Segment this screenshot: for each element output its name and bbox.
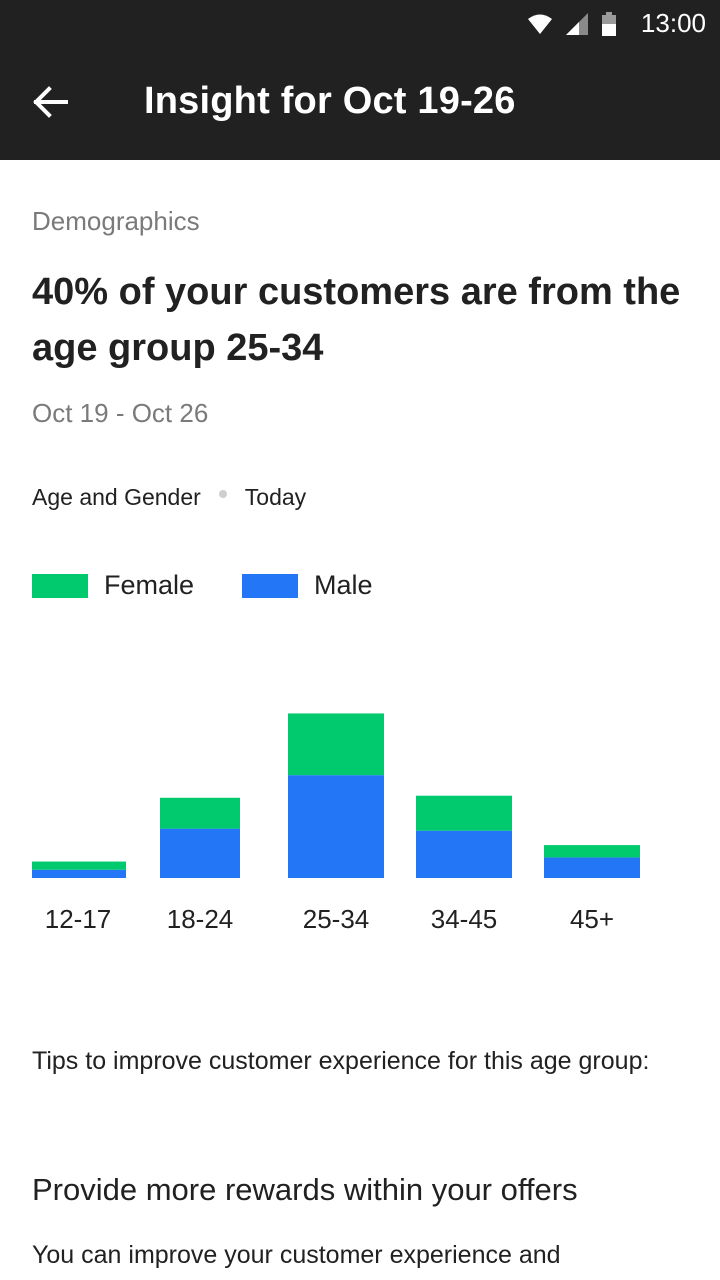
signal-icon xyxy=(566,13,588,35)
bar-female-34-45 xyxy=(416,795,512,831)
bar-male-34-45 xyxy=(416,830,512,878)
bar-male-12-17 xyxy=(32,869,126,878)
x-tick-label: 34-45 xyxy=(431,904,498,934)
date-range: Oct 19 - Oct 26 xyxy=(32,398,209,428)
tip-body: You can improve your customer experience… xyxy=(32,1241,561,1269)
x-tick-label: 25-34 xyxy=(303,904,370,934)
bar-male-25-34 xyxy=(288,775,384,878)
arrow-left-icon xyxy=(32,85,68,123)
separator-dot xyxy=(218,489,227,498)
tips-intro: Tips to improve customer experience for … xyxy=(32,1047,650,1075)
bar-female-25-34 xyxy=(288,713,384,776)
status-time: 13:00 xyxy=(640,8,706,38)
bar-female-18-24 xyxy=(160,797,240,829)
legend-item-female: Female xyxy=(32,570,194,601)
insight-headline: 40% of your customers are from the age g… xyxy=(32,271,681,369)
battery-icon xyxy=(602,12,616,36)
filter-metric[interactable]: Age and Gender xyxy=(32,484,201,510)
legend-label-male: Male xyxy=(314,570,373,600)
legend-swatch-female xyxy=(32,573,88,598)
bar-male-18-24 xyxy=(160,828,240,878)
legend-item-male: Male xyxy=(242,570,373,601)
back-button[interactable] xyxy=(24,78,76,130)
chart-legend: Female Male xyxy=(32,570,421,601)
bar-female-12-17 xyxy=(32,861,126,870)
legend-swatch-male xyxy=(242,573,299,598)
x-tick-label: 12-17 xyxy=(45,904,112,934)
status-bar: 13:00 xyxy=(0,0,720,48)
legend-label-female: Female xyxy=(104,570,195,600)
app-bar: Insight for Oct 19-26 xyxy=(0,48,720,160)
page-title: Insight for Oct 19-26 xyxy=(144,80,516,122)
chart-filter[interactable]: Age and Gender Today xyxy=(32,484,306,511)
filter-period[interactable]: Today xyxy=(244,484,307,510)
status-icons xyxy=(528,12,616,36)
age-gender-chart: 12-17 18-24 25-34 34-45 45+ xyxy=(32,713,640,934)
x-tick-label: 45+ xyxy=(570,904,614,934)
tip-title: Provide more rewards within your offers xyxy=(32,1172,578,1207)
bar-male-45+ xyxy=(544,857,640,878)
section-label: Demographics xyxy=(32,206,200,236)
x-tick-label: 18-24 xyxy=(167,904,234,934)
wifi-icon xyxy=(528,13,552,35)
bar-female-45+ xyxy=(544,845,640,858)
